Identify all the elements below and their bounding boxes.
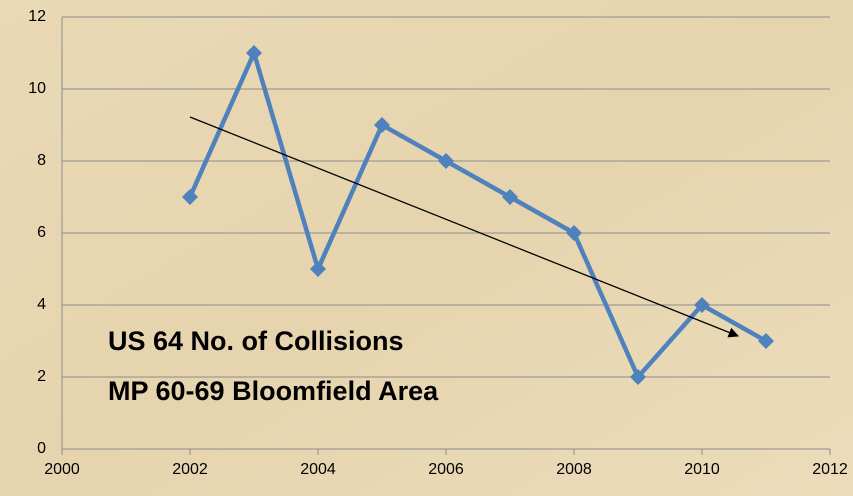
marker <box>758 333 774 349</box>
marker <box>246 45 262 61</box>
marker <box>694 297 710 313</box>
marker <box>630 369 646 385</box>
x-tick-label: 2002 <box>172 461 208 478</box>
marker <box>566 225 582 241</box>
y-tick-label: 10 <box>28 80 46 97</box>
x-tick-label: 2004 <box>300 461 336 478</box>
marker <box>374 117 390 133</box>
y-tick-label: 2 <box>37 368 46 385</box>
annotation: MP 60-69 Bloomfield Area <box>108 376 439 406</box>
x-tick-label: 2010 <box>684 461 720 478</box>
x-tick-label: 2000 <box>44 461 80 478</box>
x-tick-label: 2012 <box>812 461 848 478</box>
marker <box>182 189 198 205</box>
y-tick-label: 6 <box>37 224 46 241</box>
series-line <box>187 50 768 380</box>
plot: 0 2 4 6 8 10 12 2000 2002 2004 2006 2008 2010 2012 <box>28 8 848 478</box>
x-tick-label: 2006 <box>428 461 464 478</box>
annotation: US 64 No. of Collisions <box>108 326 404 356</box>
marker <box>502 189 518 205</box>
marker <box>310 261 326 277</box>
y-tick-label: 12 <box>28 8 46 25</box>
x-tick-label: 2008 <box>556 461 592 478</box>
marker <box>438 153 454 169</box>
trend-arrow <box>189 116 739 338</box>
y-tick-label: 0 <box>37 440 46 457</box>
y-tick-label: 4 <box>37 296 46 313</box>
y-tick-label: 8 <box>37 152 46 169</box>
